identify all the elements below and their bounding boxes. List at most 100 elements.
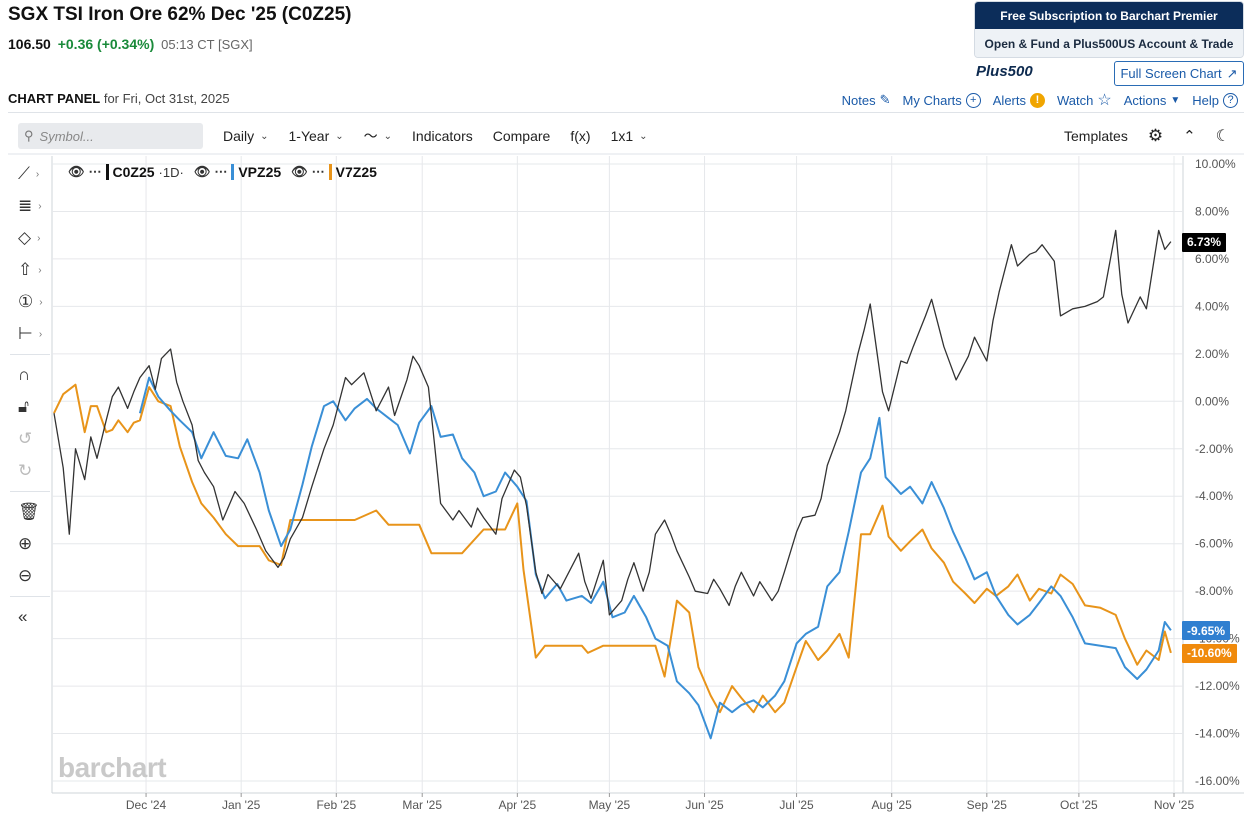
fib-tool[interactable]: ≣ › [18,194,48,218]
legend-item-v7z25[interactable]: 👁︎ ⋯ V7Z25 [291,164,377,180]
my-charts-link[interactable]: My Charts + [903,92,981,108]
layout-dropdown[interactable]: 1x1 ⌄ [611,128,648,144]
eye-icon[interactable]: 👁︎ [291,164,308,179]
actions-label: Actions [1123,92,1167,108]
eye-icon[interactable]: 👁︎ [193,164,211,179]
chevron-right-icon: › [37,232,41,244]
zoom-in-icon: ⊕ [18,534,33,553]
zoom-out-button[interactable]: ⊖ [18,564,48,588]
x-tick-label: Apr '25 [499,798,537,812]
rail-divider [10,596,50,597]
symbol-search-input[interactable]: ⚲ Symbol... [18,123,203,149]
header-divider [8,112,1244,113]
chart-type-dropdown[interactable]: 〜 ⌄ [364,126,392,146]
panel-title: CHART PANEL [8,91,101,106]
shape-tool[interactable]: ◇ › [18,226,48,250]
chart-series [53,229,1172,740]
help-link[interactable]: Help ? [1192,92,1238,108]
panel-date: for Fri, Oct 31st, 2025 [103,91,230,106]
quote-time: 05:13 CT [SGX] [161,37,253,52]
collapse-rail-button[interactable]: « [18,605,48,629]
chart-legend: 👁︎ ⋯ C0Z25 ·1D· 👁︎ ⋯ VPZ25 👁︎ ⋯ V7Z25 [68,164,383,180]
notes-link[interactable]: Notes ✎ [842,92,891,108]
x-tick-label: Aug '25 [872,798,913,812]
symbol-search-placeholder: Symbol... [39,128,94,144]
x-tick-label: Jan '25 [222,798,261,812]
series-line-c0z25 [53,229,1172,616]
legend-swatch [328,164,332,180]
caret-down-icon: ▼ [1170,94,1181,106]
rail-divider [10,491,50,492]
y-tick-label: -8.00% [1195,584,1233,598]
arrow-tool[interactable]: ⇧ › [18,258,48,282]
chevron-right-icon: › [39,296,43,308]
alerts-link[interactable]: Alerts ! [992,92,1045,108]
function-button[interactable]: f(x) [570,128,591,144]
plus500-logo: Plus500 [976,63,1033,80]
undo-button[interactable]: ↺ [18,427,48,451]
more-icon[interactable]: ⋯ [88,164,102,179]
magnet-tool[interactable]: ∩ [18,363,48,387]
promo-plus500-link[interactable]: Open & Fund a Plus500US Account & Trade [975,29,1243,57]
legend-interval: ·1D· [158,164,184,180]
legend-label: V7Z25 [335,164,377,180]
price-change: +0.36 (+0.34%) [57,36,155,52]
compare-button[interactable]: Compare [492,128,551,144]
alert-badge-icon: ! [1030,92,1045,108]
trendline-tool[interactable]: ⟋ › [18,162,48,186]
promo-premier-link[interactable]: Free Subscription to Barchart Premier [975,2,1243,29]
x-axis: Dec '24 Jan '25 Feb '25 Mar '25 Apr '25 May '… [126,793,1195,812]
annotation-tool[interactable]: ① › [18,290,48,314]
full-screen-label: Full Screen Chart [1120,66,1222,81]
series-line-v7z25 [53,383,1172,714]
external-link-icon: ↗ [1226,65,1238,81]
gear-icon[interactable]: ⚙ [1147,126,1164,145]
actions-menu[interactable]: Actions ▼ [1124,93,1181,108]
period-dropdown[interactable]: 1-Year ⌄ [289,128,344,144]
line-chart-icon: 〜 [363,128,378,144]
x-tick-label: Sep '25 [967,798,1008,812]
last-value-tag-vpz25: -9.65% [1182,621,1231,641]
templates-button[interactable]: Templates [1064,128,1128,144]
y-axis: 10.00% 8.00% 6.00% 4.00% 2.00% 0.00% -2.00% -4.… [1195,157,1240,788]
zoom-in-button[interactable]: ⊕ [18,532,48,556]
rail-divider [10,354,50,355]
help-icon: ? [1223,92,1238,108]
more-icon[interactable]: ⋯ [214,164,228,179]
legend-item-vpz25[interactable]: 👁︎ ⋯ VPZ25 [194,164,281,180]
y-tick-label: -12.00% [1195,679,1240,693]
chevron-right-icon: › [35,168,40,180]
legend-item-c0z25[interactable]: 👁︎ ⋯ C0Z25 ·1D· [68,164,184,180]
x-tick-label: Nov '25 [1154,798,1195,812]
edit-icon: ✎ [879,92,891,107]
interval-dropdown[interactable]: Daily ⌄ [223,128,269,144]
measure-tool[interactable]: ⊢ › [18,322,48,346]
collapse-icon[interactable]: ⌃ [1183,128,1196,145]
lock-tool[interactable]: 🔓︎ [18,395,48,419]
last-price: 106.50 [8,36,51,52]
last-value-tag-v7z25: -10.60% [1182,643,1237,663]
watch-link[interactable]: Watch ☆ [1057,90,1112,110]
number-circle-icon: ① [18,292,34,311]
dark-mode-icon[interactable]: ☾ [1215,128,1230,145]
promo-box[interactable]: Free Subscription to Barchart Premier Op… [974,1,1244,58]
quote-line: 106.50 +0.36 (+0.34%) 05:13 CT [SGX] [8,36,253,52]
more-icon[interactable]: ⋯ [311,164,325,179]
indicators-button[interactable]: Indicators [412,128,473,144]
fib-list-icon: ≣ [18,196,33,215]
alerts-label: Alerts [992,92,1026,108]
chevron-down-icon: ⌄ [639,130,648,142]
x-tick-label: Mar '25 [402,798,442,812]
arrow-up-icon: ⇧ [18,260,33,279]
redo-icon: ↻ [18,461,33,480]
series-line-vpz25 [138,376,1172,740]
y-tick-label: -2.00% [1195,442,1233,456]
delete-button[interactable]: 🗑︎ [18,500,48,524]
redo-button[interactable]: ↻ [18,459,48,483]
chart-toolbar: ⚲ Symbol... Daily ⌄ 1-Year ⌄ 〜 ⌄ Indicat… [8,118,1244,154]
full-screen-chart-button[interactable]: Full Screen Chart ↗ [1114,61,1244,86]
legend-swatch [231,164,235,180]
eye-icon[interactable]: 👁︎ [68,164,85,179]
line-draw-icon: ⟋ [18,164,30,183]
